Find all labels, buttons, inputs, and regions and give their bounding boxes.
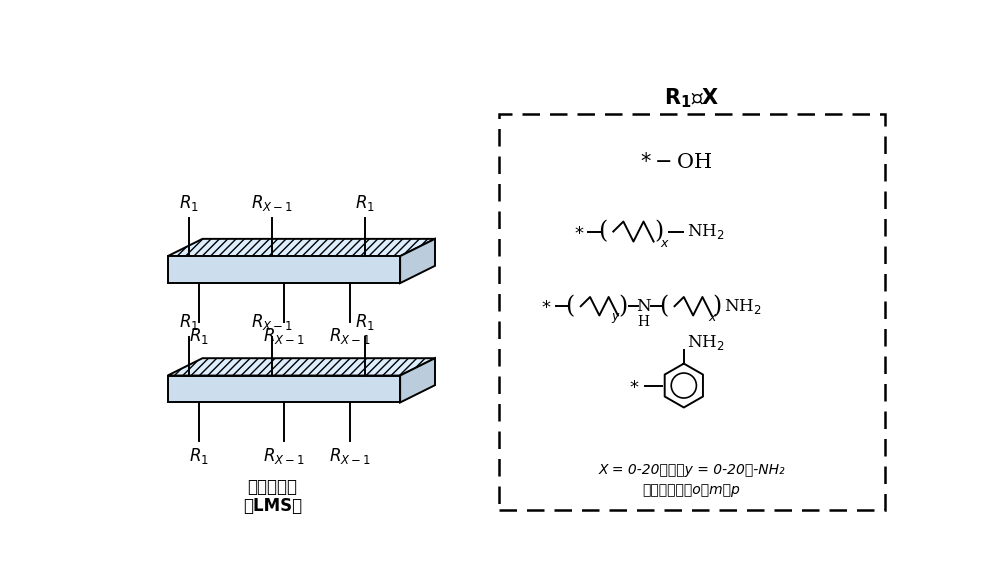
- Polygon shape: [168, 256, 400, 283]
- Text: $R_{X-1}$: $R_{X-1}$: [263, 446, 305, 466]
- Text: $R_{X-1}$: $R_{X-1}$: [329, 327, 371, 346]
- Bar: [499, 113, 885, 510]
- Text: ): ): [619, 294, 628, 318]
- Text: (: (: [598, 220, 607, 243]
- Polygon shape: [168, 358, 435, 375]
- Text: N: N: [636, 298, 651, 315]
- Text: ): ): [654, 220, 664, 243]
- Text: $\mathbf{R_1}$或$\mathbf{X}$: $\mathbf{R_1}$或$\mathbf{X}$: [664, 87, 719, 111]
- Text: $R_{X-1}$: $R_{X-1}$: [329, 446, 371, 466]
- Text: $R_{X-1}$: $R_{X-1}$: [251, 193, 293, 213]
- Polygon shape: [168, 239, 435, 256]
- Text: $*$: $*$: [541, 297, 552, 315]
- Text: $R_1$: $R_1$: [189, 446, 209, 466]
- Text: $R_1$: $R_1$: [179, 193, 199, 213]
- Text: NH$_2$: NH$_2$: [687, 222, 724, 241]
- Text: $R_{X-1}$: $R_{X-1}$: [263, 327, 305, 346]
- Text: $R_1$: $R_1$: [355, 313, 375, 332]
- Text: $*-$OH: $*-$OH: [640, 152, 712, 172]
- Text: (: (: [565, 294, 575, 318]
- Text: （LMS）: （LMS）: [243, 496, 302, 514]
- Text: $R_1$: $R_1$: [355, 193, 375, 213]
- Text: $x$: $x$: [660, 237, 669, 250]
- Text: $R_1$: $R_1$: [179, 313, 199, 332]
- Polygon shape: [400, 239, 435, 283]
- Text: NH$_2$: NH$_2$: [724, 297, 761, 315]
- Text: ): ): [713, 294, 722, 318]
- Text: $R_{X-1}$: $R_{X-1}$: [251, 313, 293, 332]
- Text: $*$: $*$: [629, 377, 639, 395]
- Polygon shape: [168, 375, 400, 403]
- Text: (: (: [659, 294, 668, 318]
- Text: $x$: $x$: [708, 311, 718, 324]
- Text: H: H: [638, 315, 650, 329]
- Text: NH$_2$: NH$_2$: [687, 332, 724, 352]
- Polygon shape: [400, 358, 435, 403]
- Text: 作为苯基上的o、m或p: 作为苯基上的o、m或p: [643, 483, 740, 497]
- Text: $y$: $y$: [611, 311, 621, 325]
- Text: $*$: $*$: [574, 222, 584, 240]
- Text: 层状硅酸镁: 层状硅酸镁: [247, 478, 297, 496]
- Text: X = 0-20，并且y = 0-20；-NH₂: X = 0-20，并且y = 0-20；-NH₂: [598, 463, 785, 477]
- Text: $R_1$: $R_1$: [189, 327, 209, 346]
